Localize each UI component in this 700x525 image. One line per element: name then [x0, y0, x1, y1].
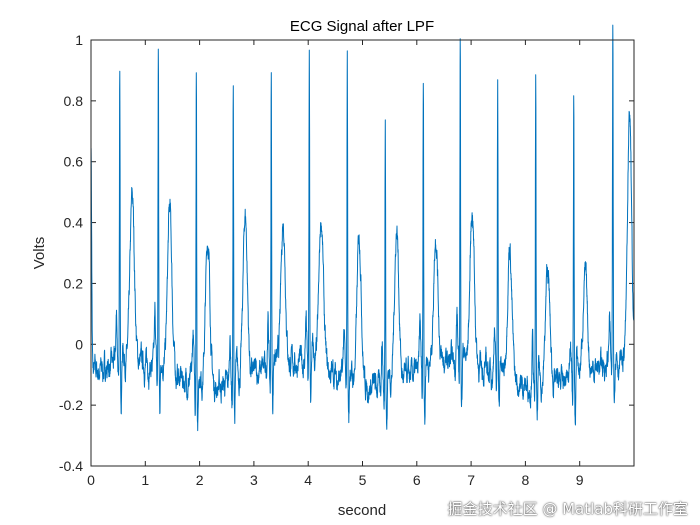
x-tick-label: 9 [576, 472, 584, 488]
y-axis-label: Volts [31, 237, 48, 270]
y-tick-label: 0.6 [64, 154, 84, 170]
y-tick-label: 0 [75, 336, 83, 352]
x-tick-label: 4 [304, 472, 312, 488]
chart-title: ECG Signal after LPF [290, 18, 434, 35]
y-tick-label: -0.2 [59, 397, 83, 413]
y-tick-label: 0.4 [64, 215, 84, 231]
x-tick-label: 2 [196, 472, 204, 488]
ecg-signal-line [90, 24, 635, 432]
x-tick-label: 7 [467, 472, 475, 488]
y-tick-label: 1 [75, 32, 83, 48]
x-tick-label: 1 [141, 472, 149, 488]
y-tick-label: 0.2 [64, 275, 84, 291]
watermark: 掘金技术社区 @ Matlab科研工作室 [447, 500, 688, 518]
plot-area-border [90, 39, 635, 467]
x-tick-label: 6 [413, 472, 421, 488]
x-tick-label: 3 [250, 472, 258, 488]
y-tick-label: -0.4 [59, 458, 83, 474]
x-tick-label: 5 [359, 472, 367, 488]
x-axis-label: second [338, 502, 386, 519]
x-tick-label: 0 [87, 472, 95, 488]
x-tick-label: 8 [522, 472, 530, 488]
y-tick-label: 0.8 [64, 93, 84, 109]
